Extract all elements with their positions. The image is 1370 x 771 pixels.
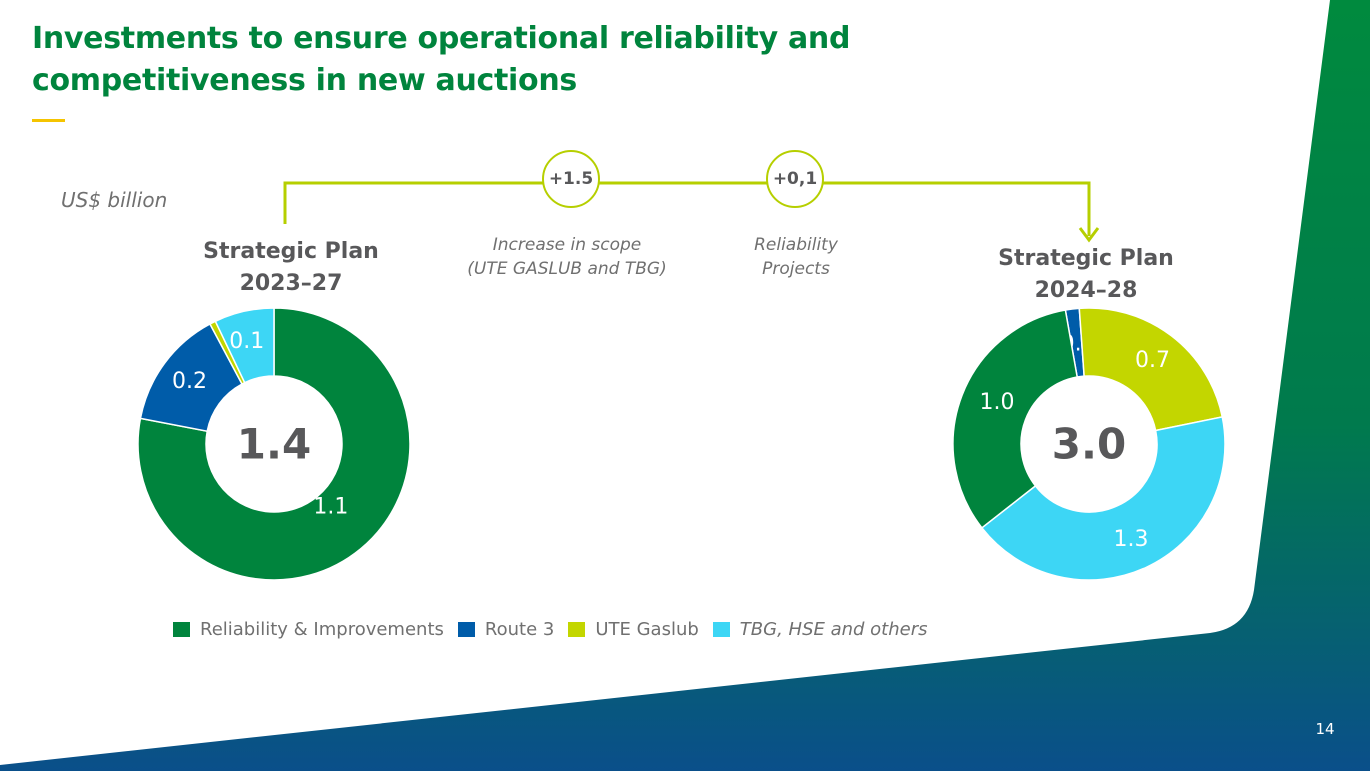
step1-value-circle: +1.5 xyxy=(542,150,600,208)
right-plan-title-line2: 2024–28 xyxy=(1034,278,1138,303)
donut-right-hole xyxy=(1021,376,1157,512)
legend-swatch-tbg xyxy=(712,622,730,637)
legend-swatch-gaslub xyxy=(568,622,586,637)
donut-right-total: 3.0 xyxy=(1052,420,1126,469)
donut-left-label-route-3: 0.2 xyxy=(172,369,207,394)
step2-label-line2: Projects xyxy=(762,259,830,279)
bridge-arrowhead xyxy=(1078,227,1100,243)
step1-label: Increase in scope (UTE GASLUB and TBG) xyxy=(437,233,697,281)
donut-right-label-reliability-improvements: 1.0 xyxy=(979,390,1014,415)
donut-left-label-tbg-hse-and-others: 0.1 xyxy=(229,329,264,354)
legend-swatch-reliability xyxy=(173,622,190,637)
donut-left-total: 1.4 xyxy=(237,420,311,469)
legend-item-route3: Route 3 xyxy=(457,619,555,640)
left-plan-title-line2: 2023–27 xyxy=(239,271,343,296)
donut-left-hole xyxy=(206,376,342,512)
unit-label: US$ billion xyxy=(61,188,168,212)
page-number: 14 xyxy=(1315,720,1335,738)
legend-label-gaslub: UTE Gaslub xyxy=(595,619,699,640)
donut-right-label-ute-gaslub: 0.7 xyxy=(1135,348,1170,373)
legend-item-gaslub: UTE Gaslub xyxy=(568,619,699,640)
left-plan-title-line1: Strategic Plan xyxy=(203,239,379,264)
step1-label-line2: (UTE GASLUB and TBG) xyxy=(467,259,667,279)
step2-label: Reliability Projects xyxy=(666,233,926,281)
step2-value: +0,1 xyxy=(772,169,818,189)
step1-value: +1.5 xyxy=(548,169,594,189)
page-title: Investments to ensure operational reliab… xyxy=(32,21,851,98)
legend-label-route3: Route 3 xyxy=(484,619,555,640)
legend-item-reliability: Reliability & Improvements xyxy=(173,619,444,640)
legend-item-tbg: TBG, HSE and others xyxy=(712,619,928,640)
right-plan-title-line1: Strategic Plan xyxy=(998,246,1174,271)
legend-label-reliability: Reliability & Improvements xyxy=(200,619,444,640)
legend-label-tbg: TBG, HSE and others xyxy=(739,619,928,640)
step2-value-circle: +0,1 xyxy=(766,150,824,208)
step2-label-line1: Reliability xyxy=(754,235,838,255)
chart-legend: Reliability & Improvements Route 3 UTE G… xyxy=(173,619,942,640)
right-plan-title: Strategic Plan 2024–28 xyxy=(966,243,1206,307)
step1-label-line1: Increase in scope xyxy=(492,235,642,255)
bridge-line xyxy=(283,181,1091,236)
title-accent-bar xyxy=(32,119,65,122)
donut-left-label-reliability-improvements: 1.1 xyxy=(313,494,348,519)
left-plan-title: Strategic Plan 2023–27 xyxy=(171,236,411,300)
legend-swatch-route3 xyxy=(457,622,475,637)
donut-right-label-tbg-hse-and-others: 1.3 xyxy=(1113,527,1148,552)
